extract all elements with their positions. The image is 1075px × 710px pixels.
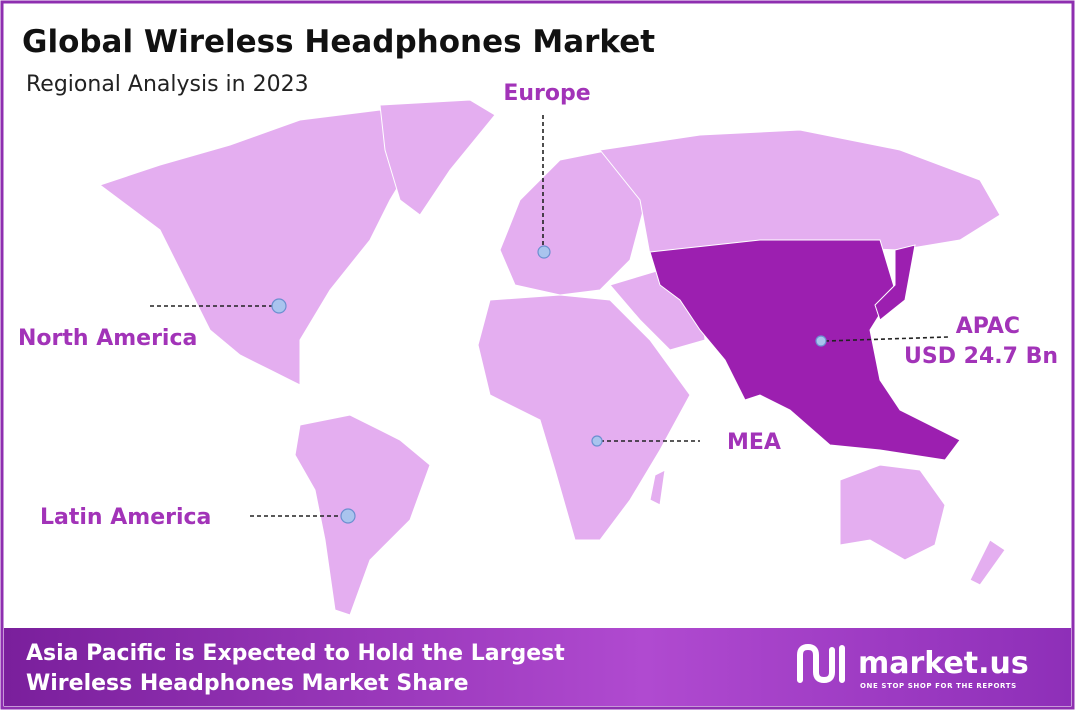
callouts: Europe North America Latin America MEA A… — [18, 81, 1058, 530]
region-value: USD 24.7 Bn — [904, 344, 1058, 369]
footer-bar — [4, 628, 1071, 706]
logo-mark — [797, 643, 845, 684]
africa — [477, 294, 691, 541]
marker — [340, 508, 356, 524]
subtitle: Regional Analysis in 2023 — [26, 72, 309, 97]
south-america — [294, 414, 431, 616]
region-label: APAC — [956, 314, 1020, 339]
north-asia — [599, 129, 1001, 256]
japan — [874, 244, 916, 321]
marker — [815, 335, 827, 347]
logo: market.us ONE STOP SHOP FOR THE REPORTS — [797, 643, 1029, 690]
australia — [839, 464, 946, 561]
greenland — [379, 99, 496, 216]
region-label: North America — [18, 326, 197, 351]
world-map — [98, 99, 1006, 616]
new-zealand — [969, 539, 1006, 586]
region-label: Latin America — [40, 505, 211, 530]
footer-text: Asia Pacific is Expected to Hold the Lar… — [26, 641, 565, 666]
europe — [499, 149, 651, 296]
madagascar — [649, 469, 666, 506]
logo-tagline: ONE STOP SHOP FOR THE REPORTS — [860, 682, 1017, 690]
logo-name: market.us — [858, 646, 1029, 681]
marker — [591, 435, 603, 447]
north-america — [98, 109, 421, 386]
marker — [271, 298, 287, 314]
marker — [537, 245, 551, 259]
footer-text: Wireless Headphones Market Share — [26, 671, 469, 696]
region-label: Europe — [503, 81, 590, 106]
title: Global Wireless Headphones Market — [22, 24, 655, 60]
region-label: MEA — [727, 430, 781, 455]
